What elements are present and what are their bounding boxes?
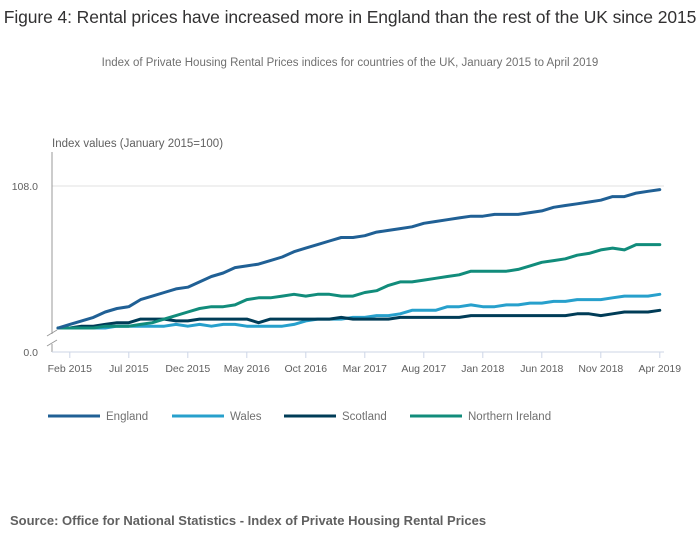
legend-label: Wales bbox=[230, 411, 262, 423]
chart-title: Figure 4: Rental prices have increased m… bbox=[3, 7, 697, 27]
x-tick-label: May 2016 bbox=[224, 363, 270, 375]
axes bbox=[46, 152, 664, 353]
legend-label: Northern Ireland bbox=[468, 411, 551, 423]
x-tick-label: Aug 2017 bbox=[401, 363, 446, 375]
x-tick-label: Feb 2015 bbox=[48, 363, 93, 375]
x-tick-label: Apr 2019 bbox=[638, 363, 681, 375]
y-axis-title: Index values (January 2015=100) bbox=[52, 138, 223, 150]
x-tick-label: Jun 2018 bbox=[520, 363, 563, 375]
legend-label: Scotland bbox=[342, 411, 387, 423]
series-line-northern-ireland[interactable] bbox=[56, 243, 662, 330]
series-lines bbox=[56, 188, 662, 330]
legend-item-england[interactable]: England bbox=[48, 411, 148, 423]
y-tick-label: 108.0 bbox=[12, 181, 38, 193]
axis-break-mark bbox=[46, 329, 58, 337]
x-tick-label: Nov 2018 bbox=[578, 363, 623, 375]
series-line-scotland[interactable] bbox=[56, 308, 662, 330]
x-tick-label: Oct 2016 bbox=[284, 363, 327, 375]
x-tick-label: Jul 2015 bbox=[109, 363, 149, 375]
y-tick-labels: 0.0 108.0 bbox=[12, 181, 38, 359]
legend-item-scotland[interactable]: Scotland bbox=[284, 411, 387, 423]
legend-item-northern-ireland[interactable]: Northern Ireland bbox=[410, 411, 551, 423]
x-tick-label: Jan 2018 bbox=[461, 363, 504, 375]
x-tick-label: Mar 2017 bbox=[343, 363, 388, 375]
y-tick-label: 0.0 bbox=[23, 347, 38, 359]
chart-subtitle: Index of Private Housing Rental Prices i… bbox=[101, 57, 599, 69]
source-note: Source: Office for National Statistics -… bbox=[10, 513, 487, 528]
legend-label: England bbox=[106, 411, 148, 423]
x-tick-label: Dec 2015 bbox=[165, 363, 210, 375]
legend-item-wales[interactable]: Wales bbox=[172, 411, 262, 423]
x-ticks: Feb 2015 Jul 2015 Dec 2015 May 2016 Oct 2016… bbox=[48, 352, 681, 375]
legend: England Wales Scotland Northern Ireland bbox=[48, 411, 551, 423]
series-line-wales[interactable] bbox=[56, 292, 662, 330]
axis-break-mark bbox=[46, 339, 58, 347]
series-line-england[interactable] bbox=[56, 188, 662, 330]
